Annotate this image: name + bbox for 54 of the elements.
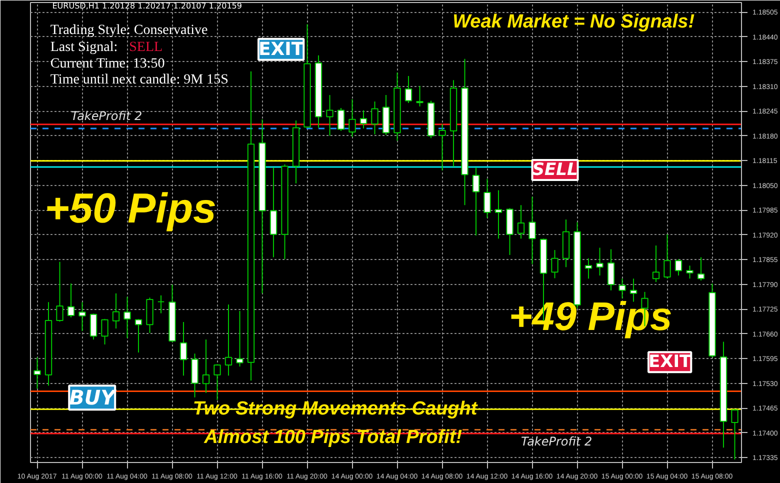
annotation: SELL [129,40,163,55]
annotation: +49 Pips [508,295,672,339]
annotation: Time until next candle: 9M 15S [50,72,228,88]
candlestick [674,258,682,276]
candlestick [90,313,98,340]
candlestick [484,178,491,219]
candlestick [337,107,345,132]
candlestick [652,244,660,283]
ref-line-label: TakeProfit 2 [521,434,592,449]
candlestick [236,310,244,368]
candlestick [438,123,446,171]
candlestick [360,110,368,130]
candlestick [180,321,188,376]
candlestick [67,283,75,318]
candlestick [270,167,278,258]
candlestick [596,247,604,276]
annotation: Current Time: 13:50 [50,56,165,72]
candlestick [202,339,210,394]
candlestick [124,296,131,338]
candlestick [214,364,221,401]
candlestick [630,278,638,302]
candlestick [326,94,334,136]
candlestick [416,85,424,107]
candlestick [584,258,592,280]
candlestick [191,353,198,398]
annotation: Weak Market = No Signals! [452,11,695,32]
annotation: EURUSD,H1 1.20128 1.20217 1.20107 1.20159 [52,1,242,10]
annotation: Trading Style: Conservative [50,23,208,38]
candlestick [618,278,626,299]
candlestick [731,408,738,460]
candlestick [101,318,108,345]
candlestick [517,204,525,240]
candlestick [494,190,502,240]
candlestick [78,302,86,332]
candlestick [551,250,558,279]
candlestick [371,101,378,135]
candlestick [607,248,615,291]
candlestick [664,234,671,280]
candlestick [348,98,356,138]
annotation: +50 Pips [44,184,216,232]
candlestick [472,167,480,236]
candlestick [404,75,412,104]
candlestick [224,304,232,376]
candlestick [528,196,536,265]
candlestick [112,292,120,329]
candlestick [686,265,694,280]
candlestick [157,294,165,314]
annotation: SELL [532,160,578,180]
candlestick [697,256,705,281]
candlestick [56,261,64,322]
ref-line-label: TakeProfit 2 [71,109,142,124]
candlestick [34,356,41,390]
candlestick [134,318,142,353]
annotation: Last Signal: [50,40,118,55]
